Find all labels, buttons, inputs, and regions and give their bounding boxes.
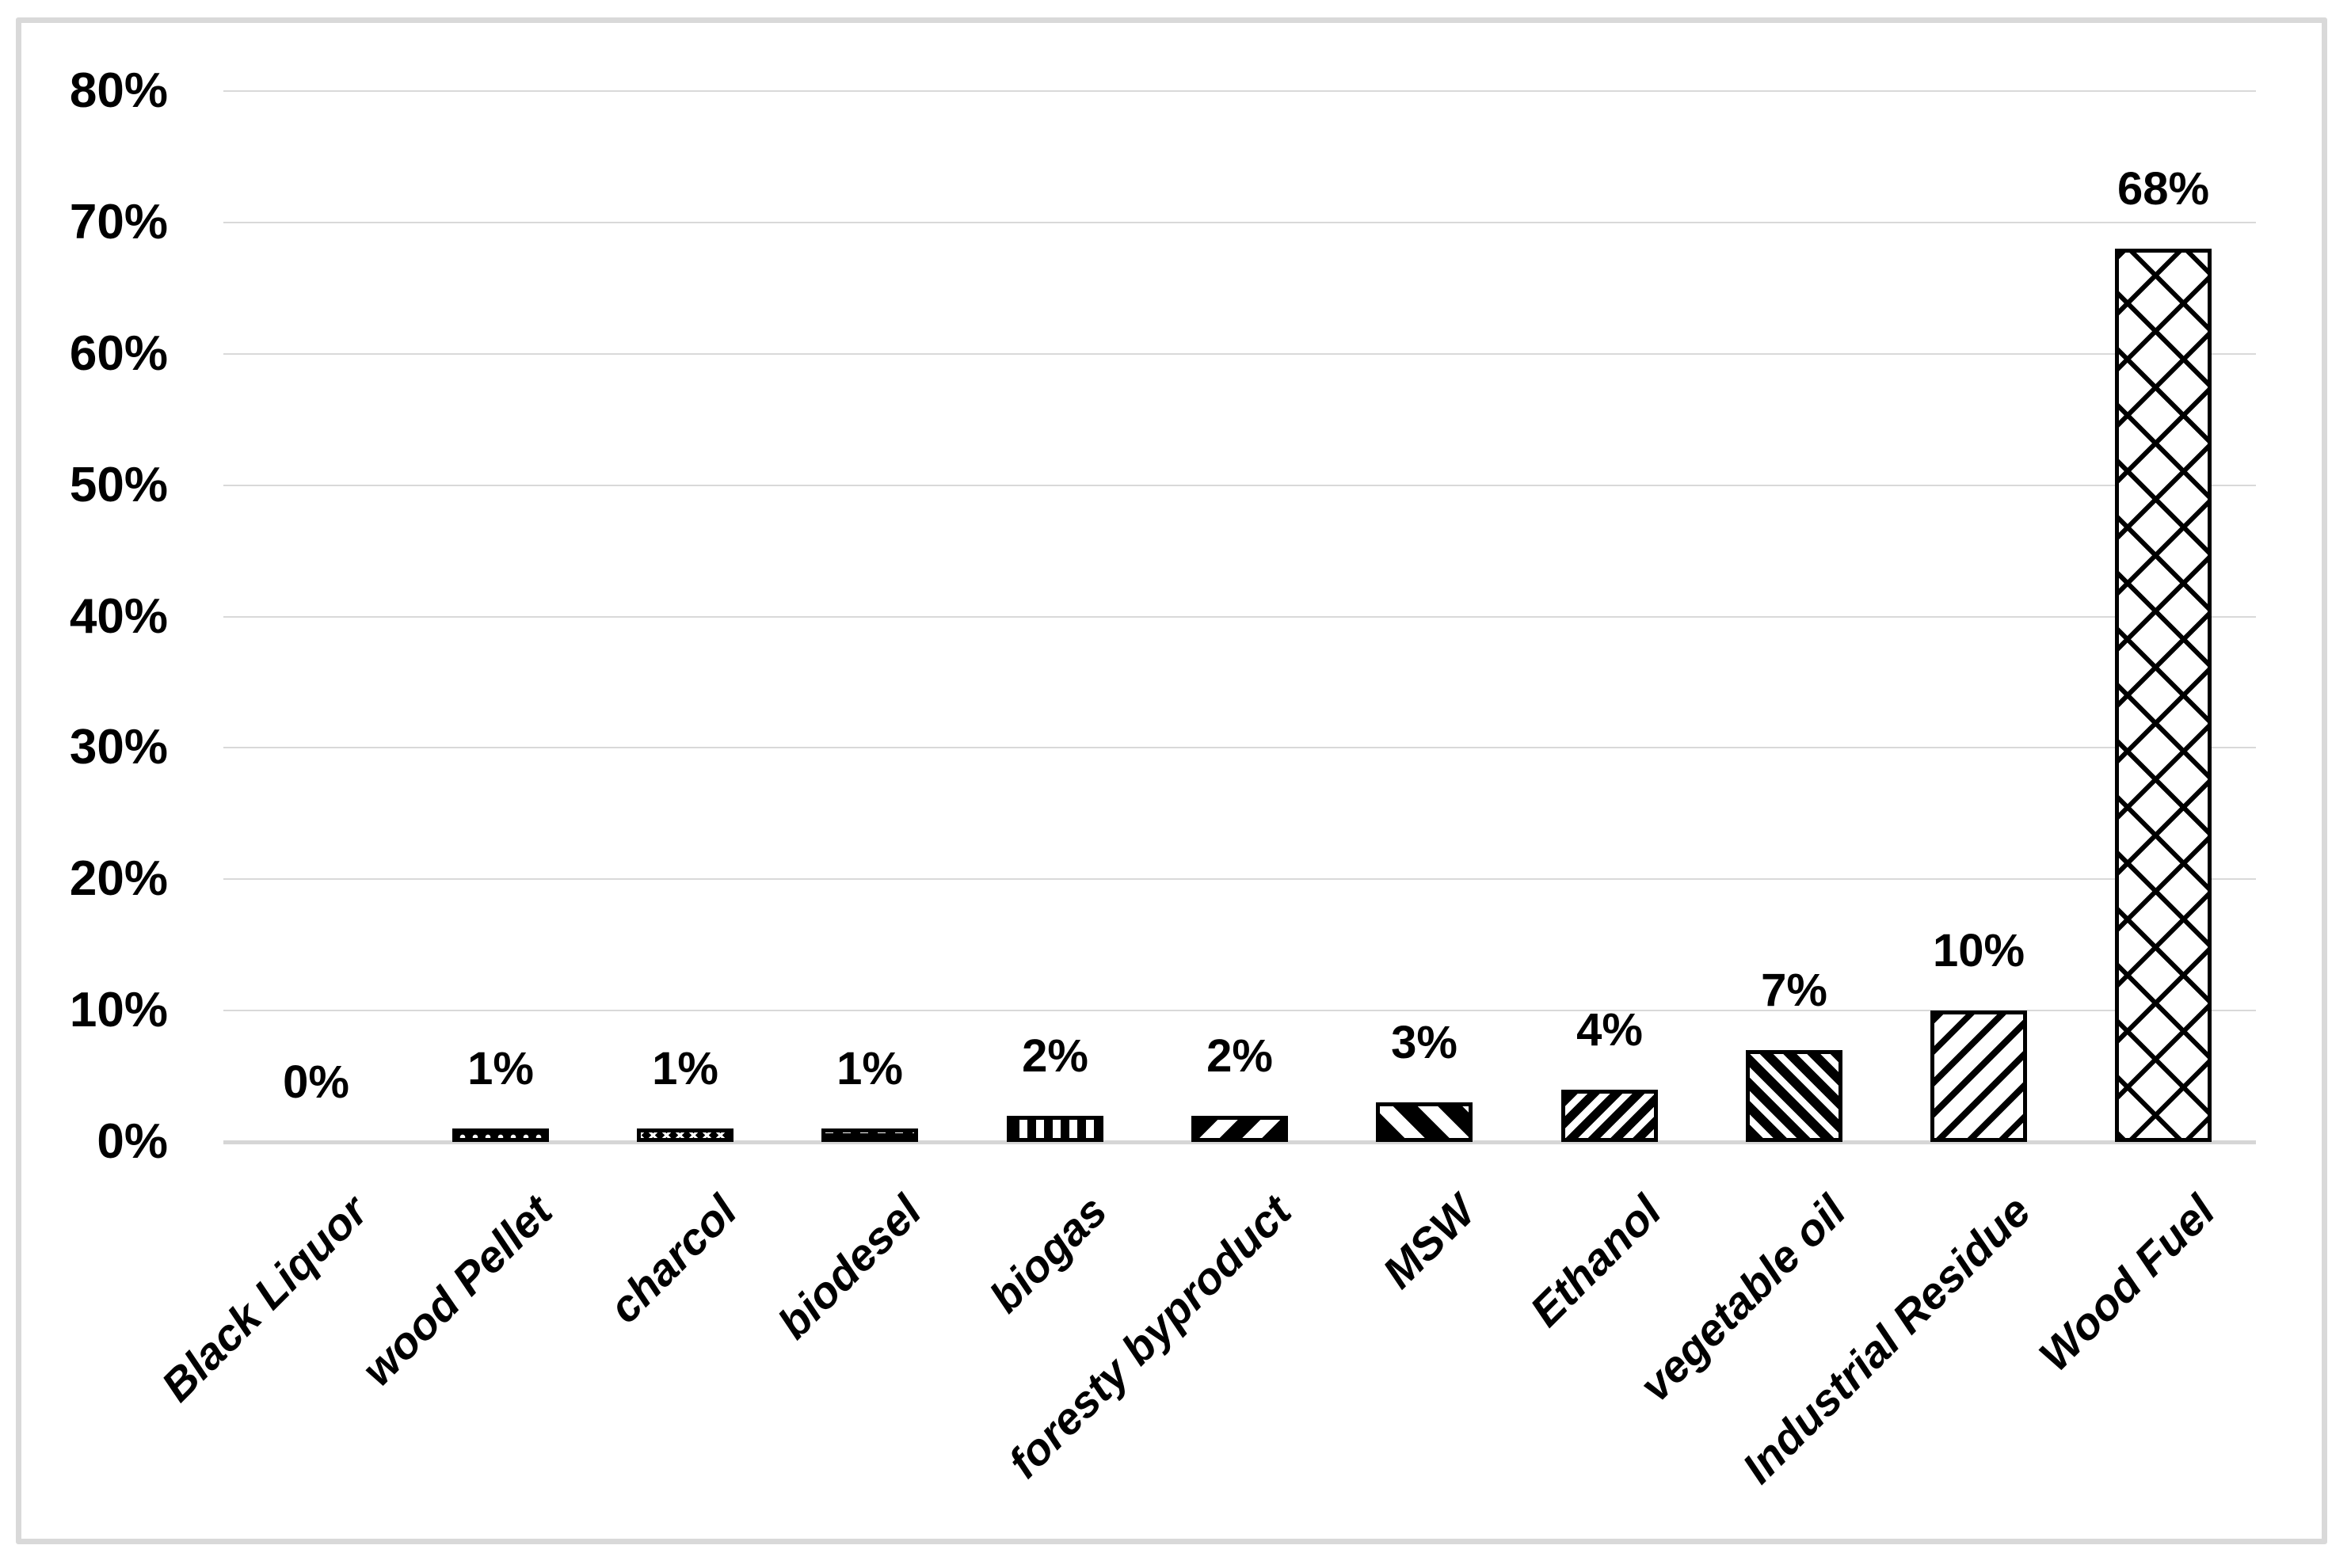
bar-msw (1376, 1102, 1473, 1142)
gridline (223, 1010, 2256, 1011)
x-axis-line (223, 1140, 2256, 1144)
value-label-biodesel: 1% (836, 1043, 903, 1094)
y-tick-label: 30% (69, 720, 168, 774)
gridline (223, 222, 2256, 223)
y-tick-label: 40% (69, 589, 168, 644)
y-tick-label: 0% (97, 1114, 168, 1169)
bar-biodesel (821, 1128, 918, 1142)
gridline (223, 878, 2256, 880)
bar-vegetable-oil (1746, 1050, 1842, 1142)
gridline (223, 616, 2256, 618)
value-label-industrial-residue: 10% (1932, 925, 2025, 976)
bar-industrial-residue (1930, 1010, 2027, 1142)
value-label-foresty-byproduct: 2% (1206, 1030, 1273, 1082)
bar-foresty-byproduct (1191, 1116, 1288, 1142)
bar-biogas (1007, 1116, 1103, 1142)
gridline (223, 747, 2256, 748)
value-label-ethanol: 4% (1576, 1004, 1643, 1056)
value-label-biogas: 2% (1022, 1030, 1088, 1082)
y-tick-label: 60% (69, 326, 168, 381)
y-tick-label: 10% (69, 983, 168, 1037)
bar-wood-fuel (2115, 249, 2212, 1142)
value-label-wood-fuel: 68% (2117, 163, 2210, 215)
value-label-msw: 3% (1391, 1017, 1457, 1068)
bar-wood-pellet (452, 1128, 549, 1142)
y-tick-label: 80% (69, 63, 168, 118)
y-tick-label: 20% (69, 851, 168, 906)
y-tick-label: 70% (69, 195, 168, 249)
value-label-black-liquor: 0% (283, 1056, 349, 1108)
gridline (223, 353, 2256, 355)
bar-charcol (637, 1128, 733, 1142)
bar-ethanol (1561, 1090, 1658, 1142)
y-tick-label: 50% (69, 458, 168, 512)
gridline (223, 90, 2256, 92)
value-label-charcol: 1% (652, 1043, 718, 1094)
value-label-vegetable-oil: 7% (1761, 965, 1827, 1016)
chart-frame (16, 17, 2327, 1544)
gridline (223, 485, 2256, 486)
value-label-wood-pellet: 1% (467, 1043, 534, 1094)
